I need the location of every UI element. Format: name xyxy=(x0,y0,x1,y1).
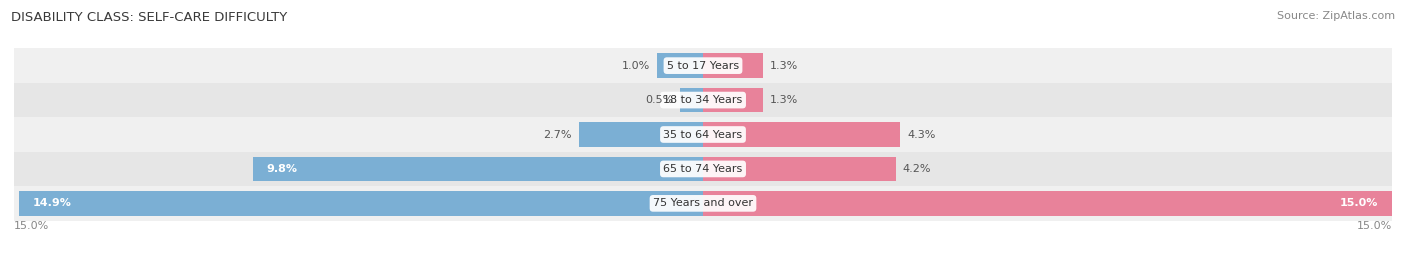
Text: 4.3%: 4.3% xyxy=(907,129,936,140)
Bar xyxy=(18,191,703,216)
Bar xyxy=(579,122,703,147)
Text: DISABILITY CLASS: SELF-CARE DIFFICULTY: DISABILITY CLASS: SELF-CARE DIFFICULTY xyxy=(11,11,287,24)
Bar xyxy=(14,48,1392,83)
Text: 15.0%: 15.0% xyxy=(1357,221,1392,231)
Text: 15.0%: 15.0% xyxy=(14,221,49,231)
Bar xyxy=(703,157,896,181)
Bar xyxy=(14,83,1392,117)
Text: 9.8%: 9.8% xyxy=(267,164,298,174)
Text: 0.5%: 0.5% xyxy=(645,95,673,105)
Text: 1.3%: 1.3% xyxy=(769,61,797,71)
Text: Source: ZipAtlas.com: Source: ZipAtlas.com xyxy=(1277,11,1395,21)
Bar xyxy=(14,186,1392,221)
Text: 1.3%: 1.3% xyxy=(769,95,797,105)
Text: 14.9%: 14.9% xyxy=(32,198,72,208)
Text: 4.2%: 4.2% xyxy=(903,164,931,174)
Bar xyxy=(703,88,762,112)
Text: 18 to 34 Years: 18 to 34 Years xyxy=(664,95,742,105)
Bar xyxy=(703,191,1392,216)
Bar xyxy=(14,152,1392,186)
Bar xyxy=(14,117,1392,152)
Text: 2.7%: 2.7% xyxy=(544,129,572,140)
Bar xyxy=(703,53,762,78)
Text: 15.0%: 15.0% xyxy=(1340,198,1378,208)
Text: 35 to 64 Years: 35 to 64 Years xyxy=(664,129,742,140)
Bar xyxy=(703,122,900,147)
Text: 75 Years and over: 75 Years and over xyxy=(652,198,754,208)
Text: 1.0%: 1.0% xyxy=(621,61,650,71)
Bar xyxy=(657,53,703,78)
Bar xyxy=(253,157,703,181)
Text: 65 to 74 Years: 65 to 74 Years xyxy=(664,164,742,174)
Bar xyxy=(681,88,703,112)
Text: 5 to 17 Years: 5 to 17 Years xyxy=(666,61,740,71)
